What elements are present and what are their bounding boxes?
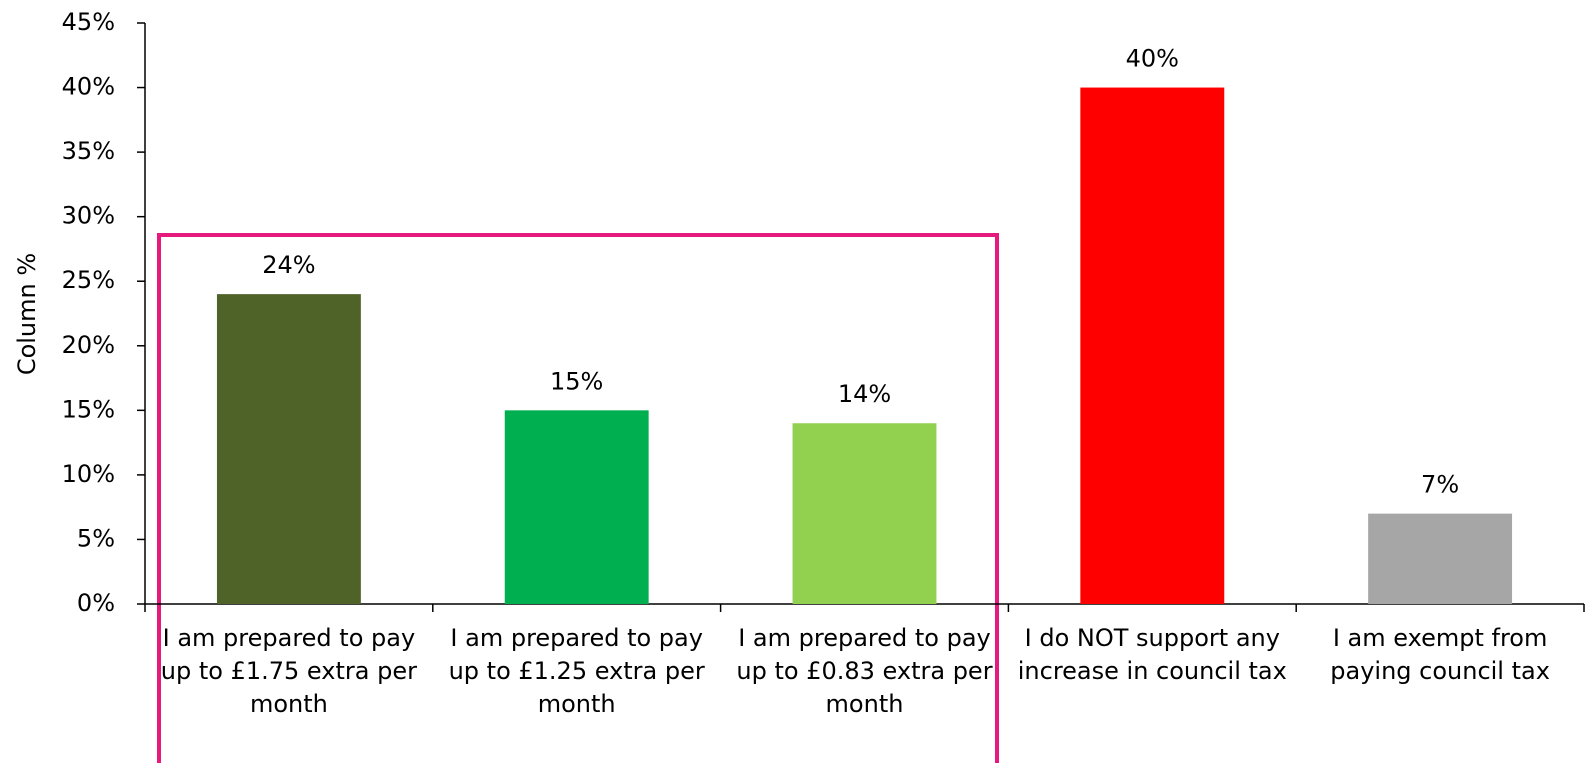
- y-tick-label: 5%: [77, 524, 115, 552]
- y-tick-label: 0%: [77, 589, 115, 617]
- x-tick-label: I do NOT support any increase in council…: [1017, 624, 1287, 685]
- y-tick-label: 15%: [62, 395, 115, 423]
- highlight-box: [157, 233, 999, 763]
- bar: [504, 410, 649, 604]
- bar: [792, 423, 937, 604]
- y-tick-label: 10%: [62, 460, 115, 488]
- y-axis-label: Column %: [13, 253, 41, 375]
- y-tick-label: 30%: [62, 202, 115, 230]
- x-tick-label: I am prepared to pay up to £1.25 extra p…: [448, 624, 705, 718]
- y-tick-label: 25%: [62, 266, 115, 294]
- x-tick-label: I am exempt from paying council tax: [1330, 624, 1550, 685]
- data-label: 7%: [1421, 471, 1459, 499]
- bar: [1368, 513, 1513, 604]
- y-tick-label: 20%: [62, 331, 115, 359]
- y-tick-label: 45%: [62, 8, 115, 36]
- x-tick-label: I am prepared to pay up to £0.83 extra p…: [736, 624, 993, 718]
- y-tick-label: 40%: [62, 73, 115, 101]
- data-label: 40%: [1126, 45, 1179, 73]
- x-tick-label: I am prepared to pay up to £1.75 extra p…: [160, 624, 417, 718]
- y-tick-label: 35%: [62, 137, 115, 165]
- data-label: 24%: [262, 251, 315, 279]
- data-label: 15%: [550, 367, 603, 395]
- data-label: 14%: [838, 380, 891, 408]
- bar: [1080, 87, 1225, 605]
- bar: [216, 294, 361, 604]
